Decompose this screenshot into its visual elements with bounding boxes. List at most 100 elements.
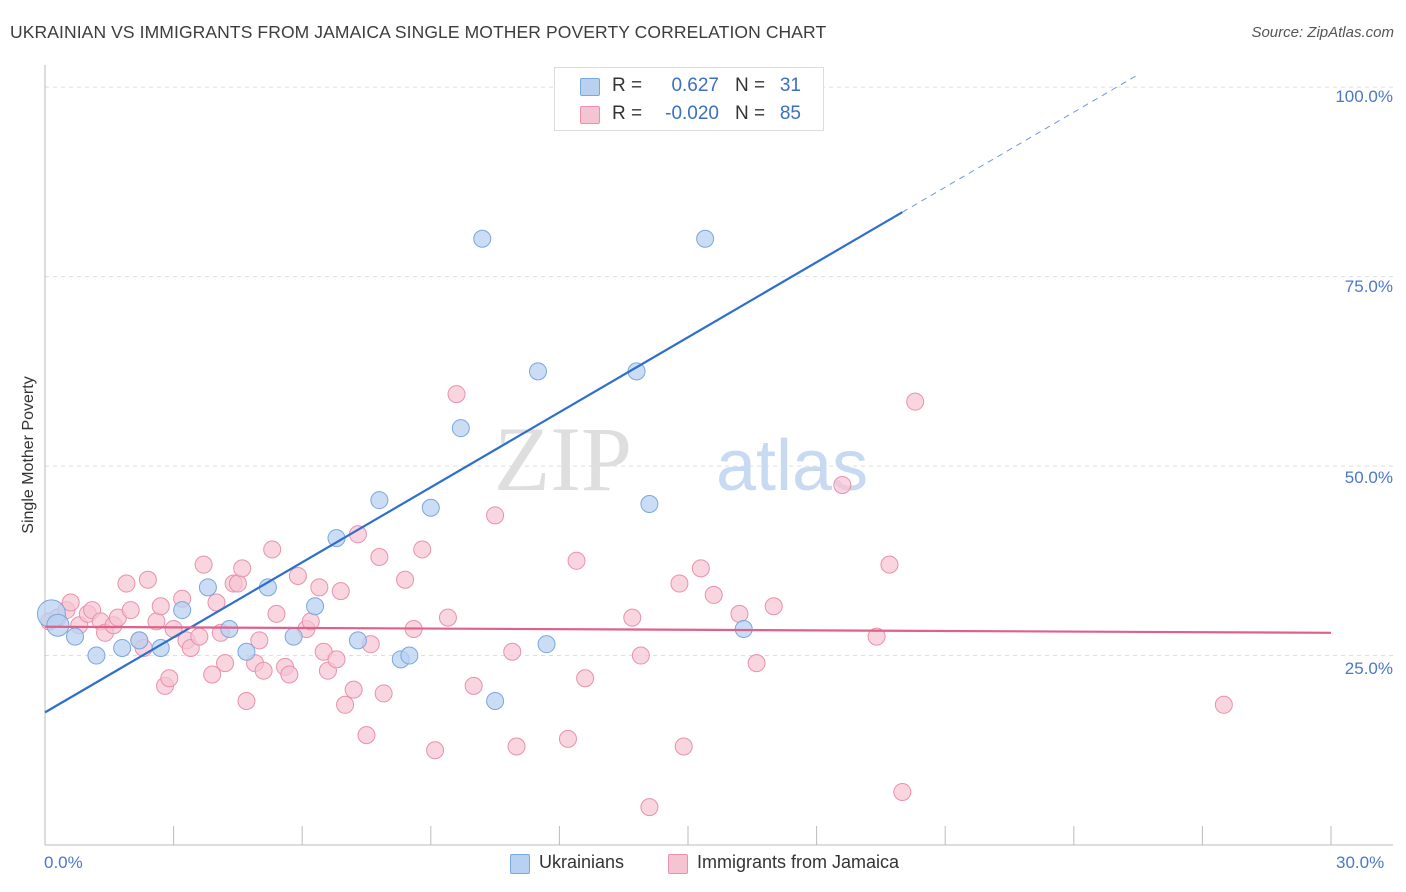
point-ukrainians [113, 638, 132, 657]
point-immigrants-from-jamaica [438, 608, 457, 627]
legend-n-label: N = [735, 75, 766, 96]
point-ukrainians [473, 229, 492, 248]
point-immigrants-from-jamaica [280, 665, 299, 684]
point-immigrants-from-jamaica [567, 551, 586, 570]
point-immigrants-from-jamaica [331, 582, 350, 601]
legend-r-value: 0.627 [671, 75, 719, 96]
point-immigrants-from-jamaica [327, 650, 346, 669]
point-immigrants-from-jamaica [833, 476, 852, 495]
point-immigrants-from-jamaica [194, 555, 213, 574]
point-ukrainians [348, 631, 367, 650]
point-immigrants-from-jamaica [880, 555, 899, 574]
point-immigrants-from-jamaica [691, 559, 710, 578]
point-ukrainians [220, 620, 239, 639]
point-immigrants-from-jamaica [413, 540, 432, 559]
legend-row-jamaica: R = -0.020 N = 85 [555, 100, 823, 128]
legend-n-label: N = [735, 103, 766, 124]
legend-swatch-pink [668, 854, 688, 874]
point-immigrants-from-jamaica [503, 642, 522, 661]
point-ukrainians [130, 631, 149, 650]
legend-n-value: 85 [779, 103, 801, 124]
legend-n-value: 31 [779, 75, 801, 96]
point-immigrants-from-jamaica [336, 695, 355, 714]
point-immigrants-from-jamaica [61, 593, 80, 612]
point-ukrainians [640, 494, 659, 513]
point-immigrants-from-jamaica [254, 661, 273, 680]
legend-swatch-pink [580, 106, 600, 124]
watermark-atlas: atlas [716, 426, 868, 506]
point-immigrants-from-jamaica [670, 574, 689, 593]
legend-r-label: R = [612, 103, 643, 124]
point-immigrants-from-jamaica [370, 548, 389, 567]
y-axis-label: Single Mother Poverty [20, 376, 37, 534]
trend-line-ukrainians-extension [902, 74, 1139, 213]
point-immigrants-from-jamaica [623, 608, 642, 627]
point-immigrants-from-jamaica [357, 726, 376, 745]
y-tick-label-25: 25.0% [1344, 659, 1393, 678]
point-immigrants-from-jamaica [486, 506, 505, 525]
watermark: ZIP atlas [494, 408, 868, 510]
point-immigrants-from-jamaica [426, 741, 445, 760]
point-immigrants-from-jamaica [138, 570, 157, 589]
y-tick-label-50: 50.0% [1344, 468, 1393, 487]
point-ukrainians [46, 613, 70, 637]
point-immigrants-from-jamaica [288, 566, 307, 585]
correlation-legend: R = 0.627 N = 31 R = -0.020 N = 85 [554, 67, 824, 131]
point-ukrainians [421, 498, 440, 517]
point-immigrants-from-jamaica [267, 604, 286, 623]
point-immigrants-from-jamaica [190, 627, 209, 646]
point-immigrants-from-jamaica [396, 570, 415, 589]
x-tick-label-max: 30.0% [1336, 853, 1385, 872]
legend-r-value: -0.020 [665, 103, 719, 124]
point-ukrainians [237, 642, 256, 661]
point-immigrants-from-jamaica [507, 737, 526, 756]
trend-line-immigrants-from-jamaica [44, 625, 1332, 634]
point-immigrants-from-jamaica [867, 627, 886, 646]
point-immigrants-from-jamaica [631, 646, 650, 665]
point-immigrants-from-jamaica [121, 601, 140, 620]
point-immigrants-from-jamaica [250, 631, 269, 650]
point-immigrants-from-jamaica [151, 597, 170, 616]
point-immigrants-from-jamaica [216, 654, 235, 673]
legend-swatch-blue [510, 854, 530, 874]
point-immigrants-from-jamaica [160, 669, 179, 688]
point-immigrants-from-jamaica [374, 684, 393, 703]
point-immigrants-from-jamaica [893, 782, 912, 801]
point-immigrants-from-jamaica [203, 665, 222, 684]
point-immigrants-from-jamaica [233, 559, 252, 578]
point-immigrants-from-jamaica [558, 729, 577, 748]
chart-title: UKRAINIAN VS IMMIGRANTS FROM JAMAICA SIN… [10, 22, 827, 42]
point-ukrainians [370, 491, 389, 510]
point-immigrants-from-jamaica [344, 680, 363, 699]
point-immigrants-from-jamaica [447, 385, 466, 404]
trend-line-ukrainians [44, 211, 903, 714]
gridlines [45, 86, 1393, 657]
series-ukrainians [36, 78, 753, 711]
axes [44, 65, 1393, 846]
y-tick-label-75: 75.0% [1344, 277, 1393, 296]
point-immigrants-from-jamaica [1214, 695, 1233, 714]
source-label: Source: ZipAtlas.com [1251, 24, 1394, 41]
point-ukrainians [537, 635, 556, 654]
point-ukrainians [486, 692, 505, 711]
point-immigrants-from-jamaica [640, 798, 659, 817]
point-immigrants-from-jamaica [764, 597, 783, 616]
point-ukrainians [528, 362, 547, 381]
point-immigrants-from-jamaica [906, 392, 925, 411]
legend-label: Ukrainians [539, 852, 625, 872]
point-immigrants-from-jamaica [117, 574, 136, 593]
point-immigrants-from-jamaica [310, 578, 329, 597]
x-tick-label-min: 0.0% [44, 853, 83, 872]
point-immigrants-from-jamaica [263, 540, 282, 559]
point-ukrainians [66, 627, 85, 646]
point-ukrainians [198, 578, 217, 597]
point-ukrainians [284, 627, 303, 646]
point-immigrants-from-jamaica [747, 654, 766, 673]
watermark-zip: ZIP [494, 408, 632, 510]
series-immigrants-from-jamaica [40, 385, 1233, 817]
point-immigrants-from-jamaica [207, 593, 226, 612]
point-ukrainians [87, 646, 106, 665]
legend-label: Immigrants from Jamaica [697, 852, 900, 872]
point-immigrants-from-jamaica [674, 737, 693, 756]
